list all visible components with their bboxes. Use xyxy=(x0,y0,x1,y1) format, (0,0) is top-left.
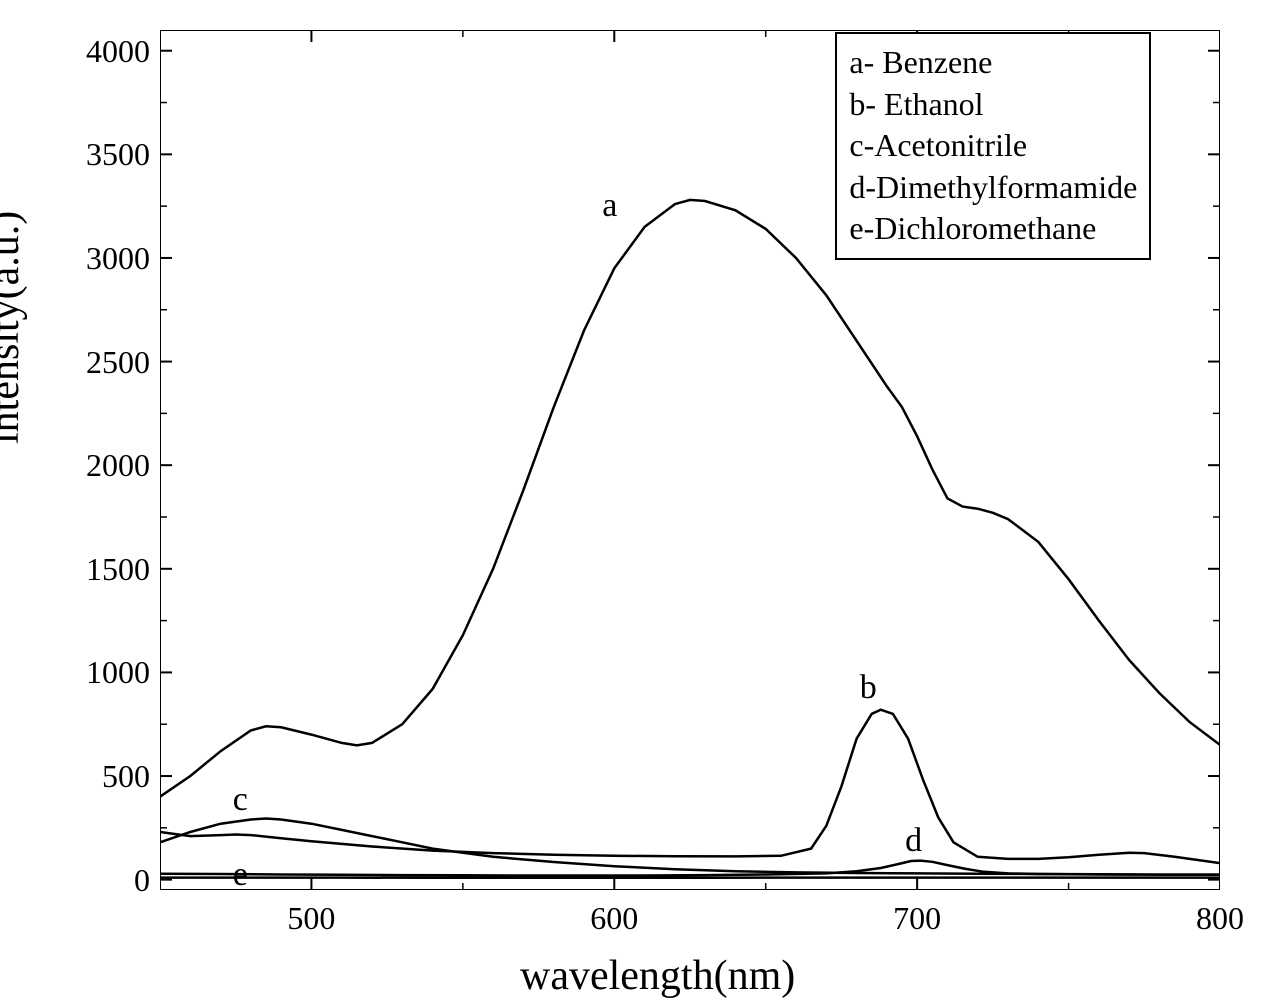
series-lines xyxy=(160,200,1220,878)
legend-item-b: b- Ethanol xyxy=(849,84,1137,126)
series-line-d xyxy=(160,861,1220,876)
series-line-a xyxy=(160,200,1220,797)
y-tick-label: 2500 xyxy=(70,344,150,381)
y-tick-label: 0 xyxy=(70,862,150,899)
series-line-b xyxy=(160,710,1220,863)
y-tick-label: 1500 xyxy=(70,551,150,588)
legend-item-c: c-Acetonitrile xyxy=(849,125,1137,167)
x-tick-label: 600 xyxy=(574,900,654,937)
series-label-d: d xyxy=(905,822,922,860)
x-tick-label: 800 xyxy=(1180,900,1260,937)
y-tick-label: 1000 xyxy=(70,654,150,691)
y-axis-label: intensity(a.u.) xyxy=(0,211,29,444)
series-label-e: e xyxy=(233,856,248,894)
x-tick-label: 500 xyxy=(271,900,351,937)
series-label-b: b xyxy=(860,669,877,707)
legend-box: a- Benzeneb- Ethanolc-Acetonitriled-Dime… xyxy=(835,32,1151,260)
y-tick-label: 3000 xyxy=(70,240,150,277)
legend-item-a: a- Benzene xyxy=(849,42,1137,84)
spectrum-chart: intensity(a.u.) wavelength(nm) 0 500 1000 1… xyxy=(0,0,1279,1008)
y-tick-label: 500 xyxy=(70,758,150,795)
legend-item-d: d-Dimethylformamide xyxy=(849,167,1137,209)
y-tick-label: 3500 xyxy=(70,136,150,173)
series-label-c: c xyxy=(233,781,248,819)
y-tick-label: 2000 xyxy=(70,447,150,484)
legend-item-e: e-Dichloromethane xyxy=(849,208,1137,250)
y-tick-label: 4000 xyxy=(70,33,150,70)
series-label-a: a xyxy=(602,187,617,225)
series-line-c xyxy=(160,819,1220,875)
x-tick-label: 700 xyxy=(877,900,957,937)
x-axis-label: wavelength(nm) xyxy=(520,952,795,1000)
